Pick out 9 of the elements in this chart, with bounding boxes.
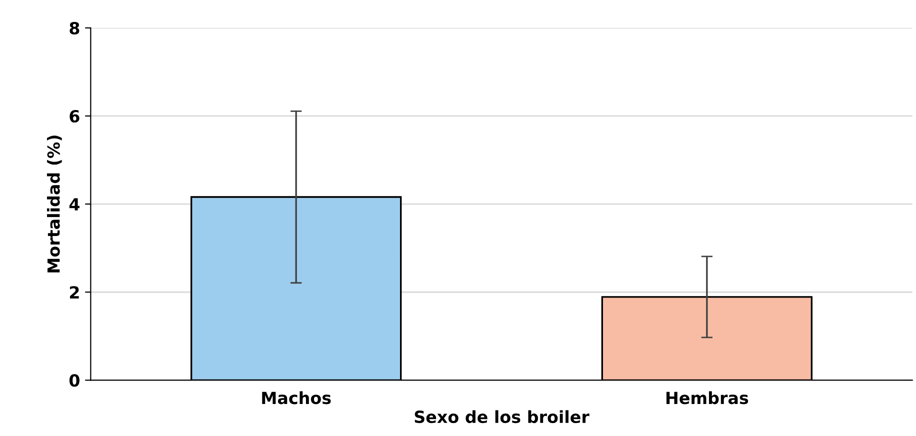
x-tick-label: Hembras bbox=[666, 391, 748, 404]
y-axis-title: Mortalidad (%) bbox=[46, 136, 62, 272]
x-axis-title: Sexo de los broiler bbox=[414, 410, 590, 424]
y-tick-label: 2 bbox=[70, 286, 79, 298]
y-tick-label: 8 bbox=[70, 22, 80, 34]
y-tick-label: 4 bbox=[69, 198, 80, 210]
y-tick-label: 0 bbox=[69, 374, 80, 387]
y-tick-label: 6 bbox=[70, 110, 80, 123]
x-tick-label: Machos bbox=[262, 391, 331, 404]
